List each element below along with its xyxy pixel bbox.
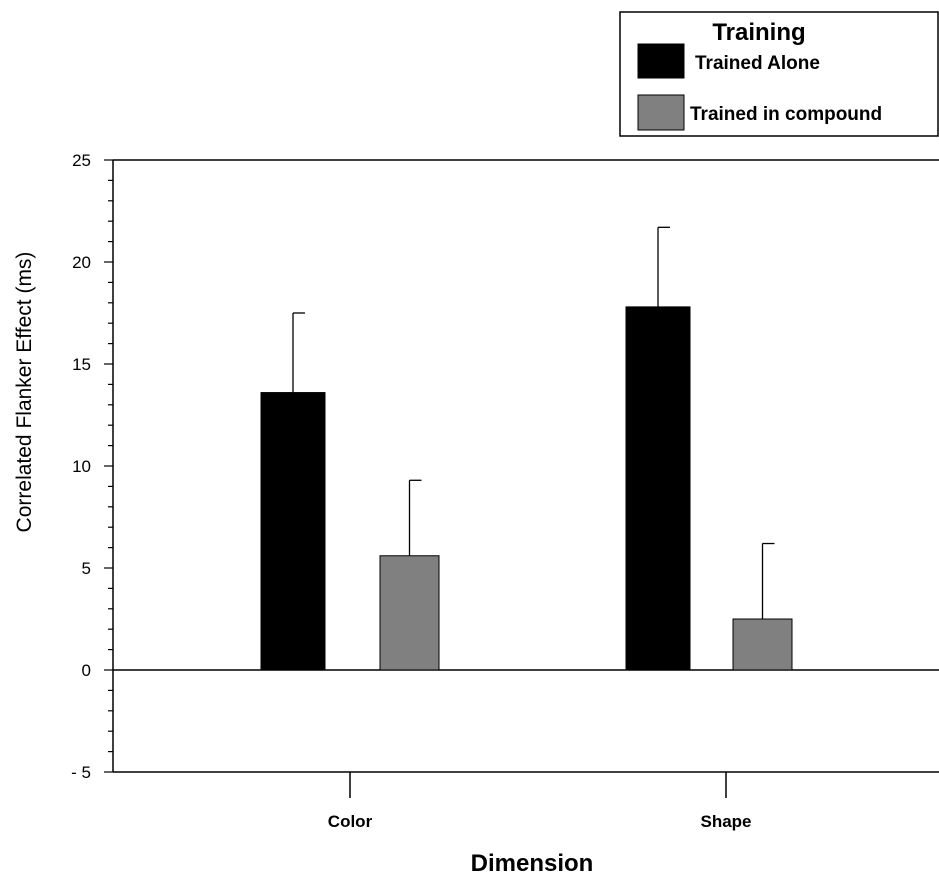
y-axis-title: Correlated Flanker Effect (ms) [13,252,36,533]
x-ticks: Color Shape [328,772,752,831]
y-tick-label: 20 [72,253,91,272]
bar [260,392,326,671]
x-tick-label: Shape [700,812,751,831]
y-tick-label: 0 [82,661,91,680]
legend-label-trained-in-compound: Trained in compound [690,104,882,125]
x-axis-title: Dimension [471,850,594,874]
bar [625,306,691,671]
bar [379,555,440,671]
legend-swatch-trained-in-compound [637,94,685,131]
legend-title: Training [712,19,805,46]
legend-label-trained-alone: Trained Alone [695,53,820,74]
y-tick-label: 5 [82,559,91,578]
bar [732,618,793,671]
y-tick-label: 10 [72,457,91,476]
x-tick-label: Color [328,812,373,831]
bars [260,226,793,671]
legend: Training Trained Alone Trained in compou… [619,11,939,137]
y-tick-label: - 5 [71,763,91,782]
y-ticks: 25 20 15 10 5 0 - 5 [71,151,113,782]
y-tick-label: 15 [72,355,91,374]
legend-swatch-trained-alone [637,43,685,79]
y-tick-label: 25 [72,151,91,170]
